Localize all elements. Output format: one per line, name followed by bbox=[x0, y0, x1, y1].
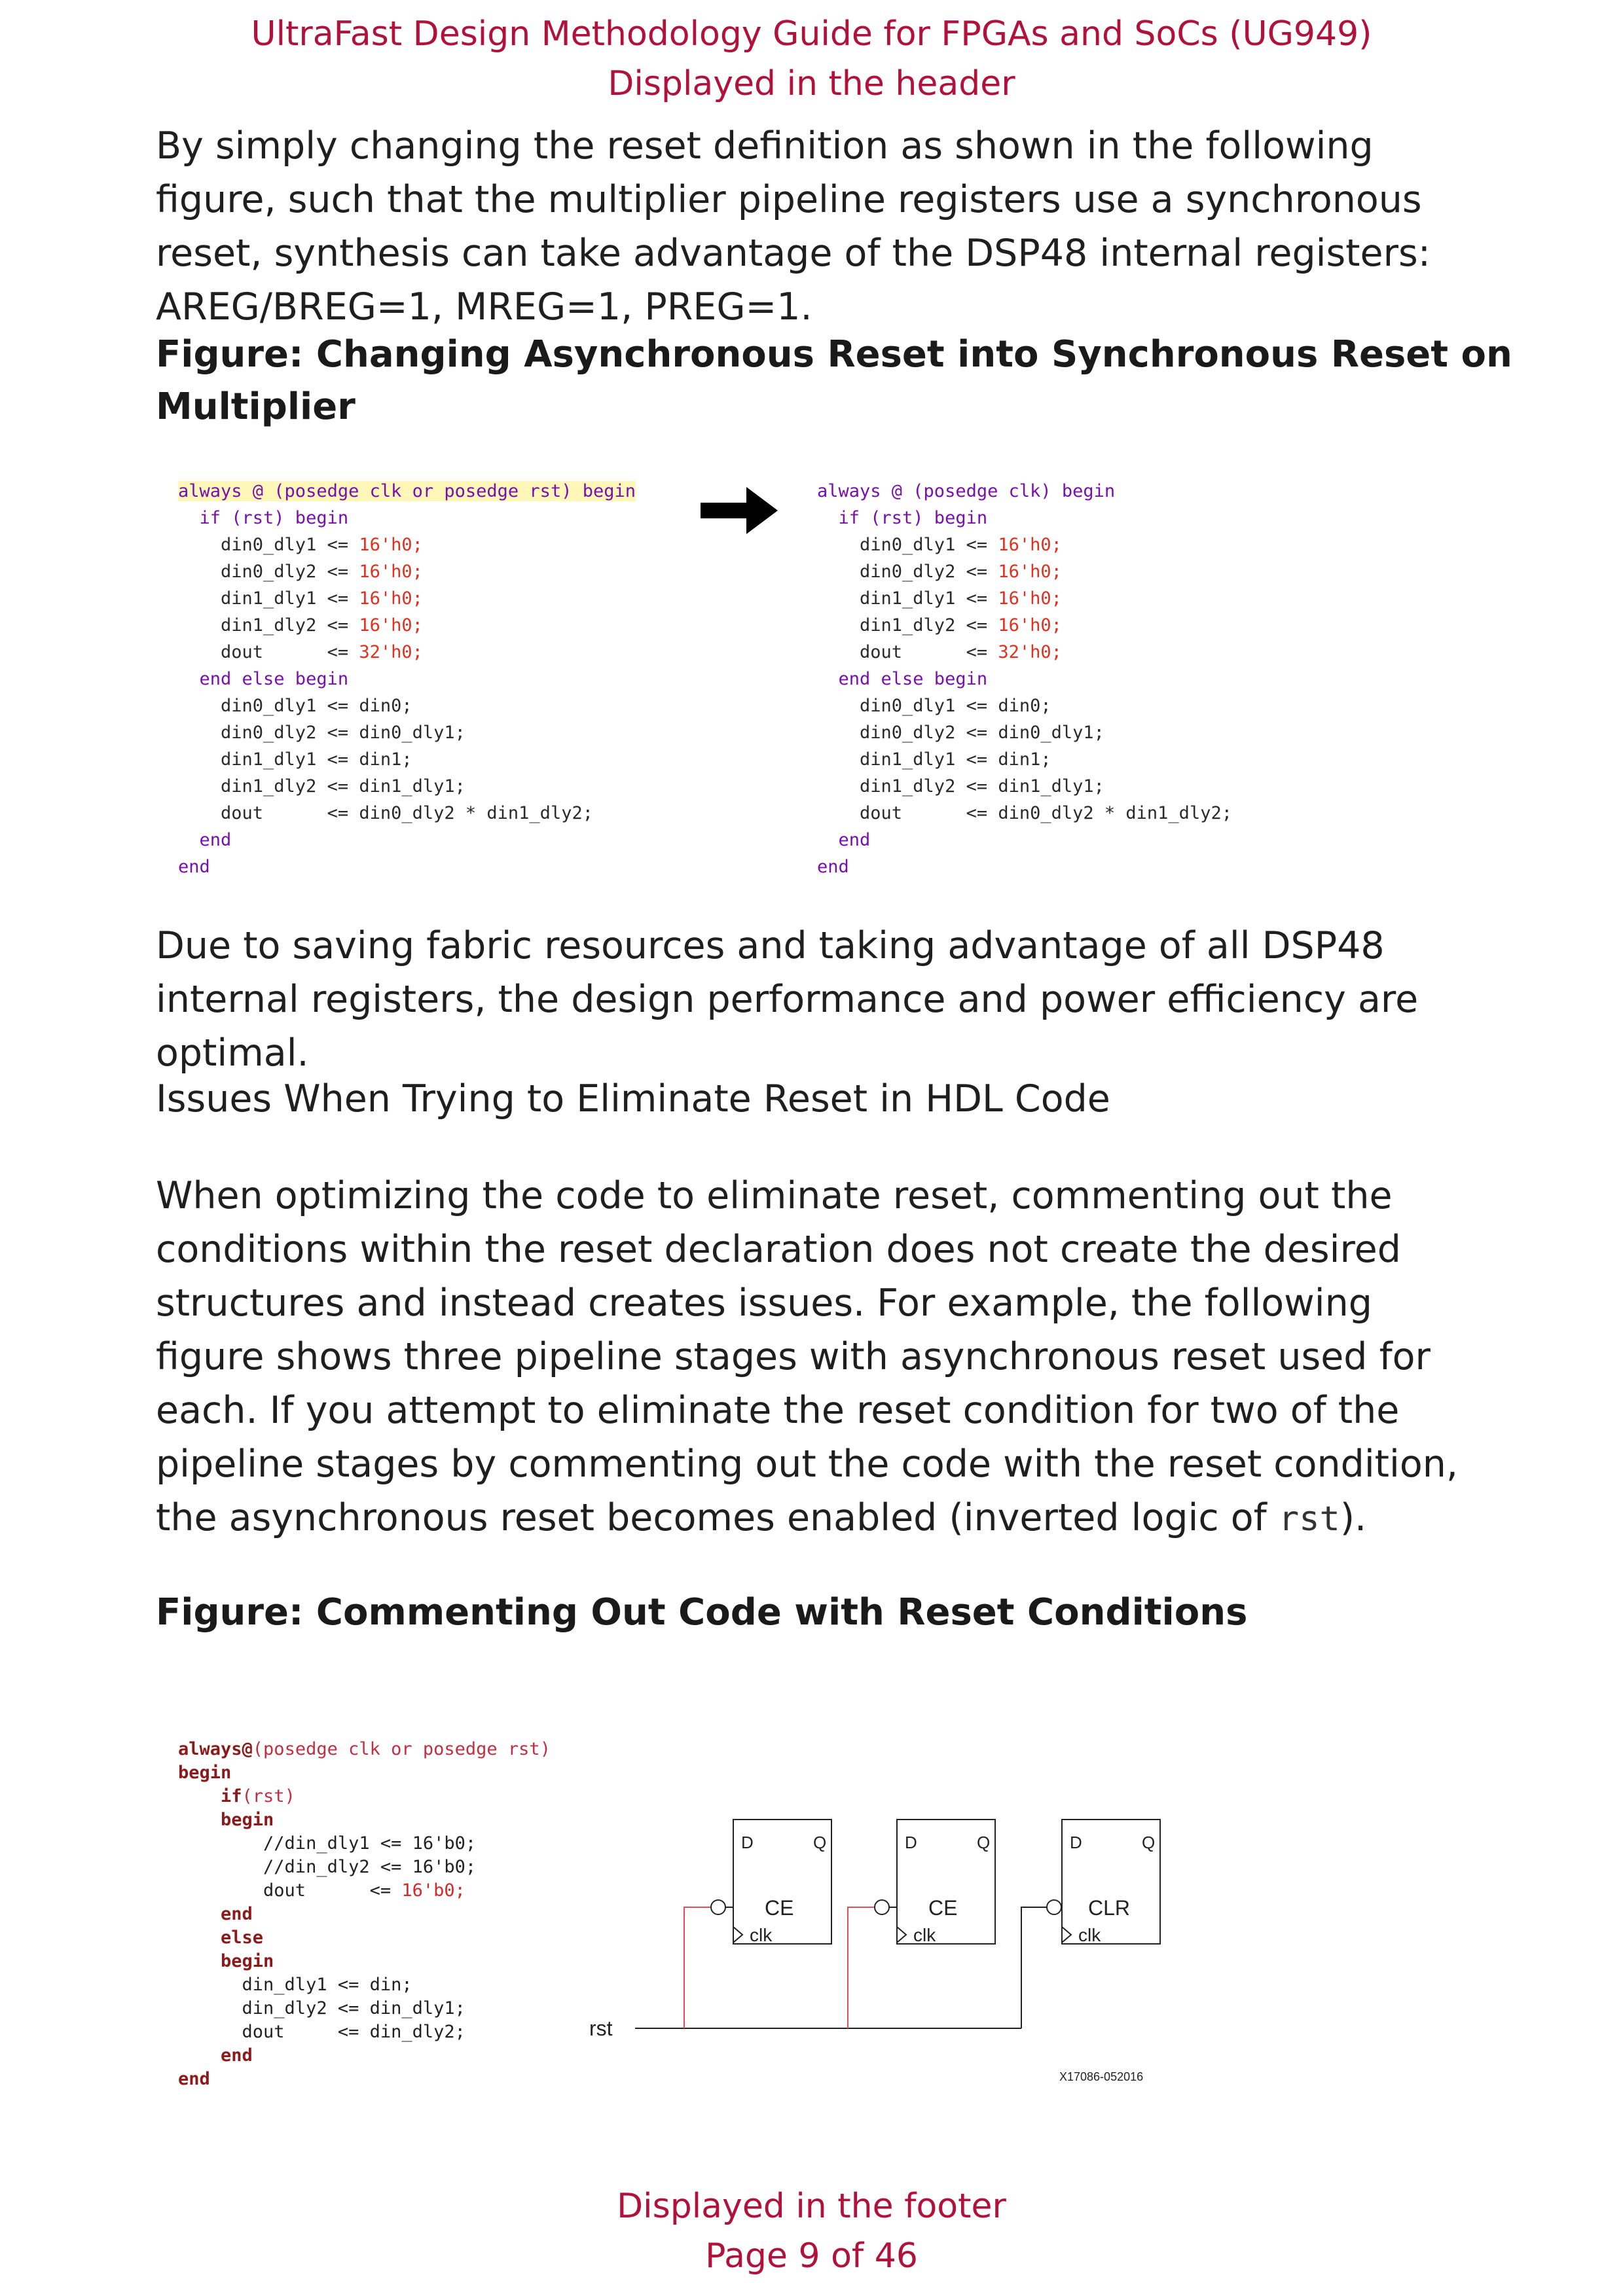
figure1-title: Figure: Changing Asynchronous Reset into… bbox=[156, 333, 1512, 428]
left-sensitivity-line: always @ (posedge clk or posedge rst) be… bbox=[178, 481, 636, 501]
right-end-inner: end bbox=[817, 830, 871, 850]
subheading-eliminate-reset: Issues When Trying to Eliminate Reset in… bbox=[156, 1077, 1110, 1121]
left-reset-value: 16'h0; bbox=[359, 588, 423, 609]
right-reset-name: din1_dly2 <= bbox=[817, 615, 998, 636]
code2-line: dout <= bbox=[178, 1880, 402, 1901]
code2-line: dout <= din_dly2; bbox=[178, 2022, 465, 2042]
right-end-outer: end bbox=[817, 857, 849, 877]
code2-if: if bbox=[178, 1786, 242, 1806]
code2-line: din_dly2 <= din_dly1; bbox=[178, 1998, 465, 2018]
page-footer: Displayed in the footer Page 9 of 46 bbox=[0, 2181, 1623, 2281]
left-body-line: dout <= din0_dly2 * din1_dly2; bbox=[178, 803, 593, 823]
right-if-line: if (rst) begin bbox=[817, 508, 988, 528]
code2-line: end bbox=[178, 2045, 253, 2066]
ff1-ce: CE bbox=[765, 1896, 793, 1920]
footer-note: Displayed in the footer bbox=[617, 2187, 1006, 2226]
ff1-q: Q bbox=[813, 1833, 826, 1852]
code2-line: end bbox=[178, 2069, 210, 2089]
ff2-ce: CE bbox=[928, 1896, 957, 1920]
code2-sensitivity: (posedge clk or posedge rst) bbox=[252, 1739, 551, 1759]
page-number: Page 9 of 46 bbox=[705, 2236, 918, 2276]
code2-line: end bbox=[178, 1904, 253, 1924]
right-reset-value: 16'h0; bbox=[998, 562, 1062, 582]
ff1-clk: clk bbox=[750, 1925, 773, 1945]
right-reset-name: din0_dly1 <= bbox=[817, 535, 998, 555]
page-header: UltraFast Design Methodology Guide for F… bbox=[0, 9, 1623, 109]
left-reset-name: din0_dly1 <= bbox=[178, 535, 359, 555]
left-reset-name: din0_dly2 <= bbox=[178, 562, 359, 582]
figure2-title: Figure: Commenting Out Code with Reset C… bbox=[156, 1591, 1248, 1634]
right-else-line: end else begin bbox=[817, 669, 988, 689]
left-reset-value: 16'h0; bbox=[359, 535, 423, 555]
left-reset-name: din1_dly2 <= bbox=[178, 615, 359, 636]
inline-code-rst: rst bbox=[1278, 1499, 1340, 1539]
code2-line: begin bbox=[178, 1810, 274, 1830]
right-reset-name: din0_dly2 <= bbox=[817, 562, 998, 582]
right-body-line: din0_dly1 <= din0; bbox=[817, 696, 1051, 716]
right-body-line: din0_dly2 <= din0_dly1; bbox=[817, 723, 1104, 743]
code2-comment-line: //din_dly1 <= 16'b0; bbox=[178, 1833, 477, 1854]
code2-value: 16'b0; bbox=[401, 1880, 465, 1901]
code2-line: else bbox=[178, 1928, 264, 1948]
flip-flop-3 bbox=[1061, 1819, 1161, 1945]
right-reset-name: dout <= bbox=[817, 642, 998, 662]
flip-flop-2 bbox=[896, 1819, 996, 1945]
figure2-code: always@(posedge clk or posedge rst) begi… bbox=[178, 1738, 551, 2091]
ff3-q: Q bbox=[1142, 1833, 1155, 1852]
left-reset-name: din1_dly1 <= bbox=[178, 588, 359, 609]
flip-flop-1 bbox=[733, 1819, 832, 1945]
right-reset-value: 16'h0; bbox=[998, 535, 1062, 555]
right-reset-name: din1_dly1 <= bbox=[817, 588, 998, 609]
left-reset-name: dout <= bbox=[178, 642, 359, 662]
figure1-right-code: always @ (posedge clk) begin if (rst) be… bbox=[817, 478, 1232, 880]
left-else-line: end else begin bbox=[178, 669, 349, 689]
right-body-line: din1_dly2 <= din1_dly1; bbox=[817, 776, 1104, 797]
header-title: UltraFast Design Methodology Guide for F… bbox=[251, 14, 1372, 54]
paragraph-tail: ). bbox=[1340, 1496, 1367, 1539]
left-if-line: if (rst) begin bbox=[178, 508, 349, 528]
left-body-line: din0_dly2 <= din0_dly1; bbox=[178, 723, 465, 743]
code2-if-cond: (rst) bbox=[242, 1786, 295, 1806]
left-reset-value: 16'h0; bbox=[359, 615, 423, 636]
right-arrow-icon bbox=[701, 487, 778, 534]
ff2-q: Q bbox=[977, 1833, 990, 1852]
code2-always: always@ bbox=[178, 1739, 253, 1759]
right-reset-value: 16'h0; bbox=[998, 588, 1062, 609]
figure1-left-code: always @ (posedge clk or posedge rst) be… bbox=[178, 478, 636, 880]
paragraph-eliminate-reset: When optimizing the code to eliminate re… bbox=[156, 1169, 1491, 1546]
rst-label: rst bbox=[589, 2017, 613, 2040]
header-note: Displayed in the header bbox=[608, 64, 1015, 103]
ff2-d: D bbox=[905, 1833, 917, 1852]
code2-line: begin bbox=[178, 1763, 232, 1783]
left-body-line: din1_dly1 <= din1; bbox=[178, 749, 412, 770]
left-reset-value: 16'h0; bbox=[359, 562, 423, 582]
right-reset-value: 16'h0; bbox=[998, 615, 1062, 636]
paragraph-fabric-resources: Due to saving fabric resources and takin… bbox=[156, 924, 1419, 1075]
left-end-inner: end bbox=[178, 830, 232, 850]
code2-comment-line: //din_dly2 <= 16'b0; bbox=[178, 1857, 477, 1877]
right-sensitivity-line: always @ (posedge clk) begin bbox=[817, 481, 1116, 501]
pipeline-schematic: rst D Q CE clk D Q CE clk D Q CLR clk bbox=[589, 1819, 1161, 2040]
paragraph-eliminate-reset-text: When optimizing the code to eliminate re… bbox=[156, 1174, 1458, 1539]
left-body-line: din1_dly2 <= din1_dly1; bbox=[178, 776, 465, 797]
left-end-outer: end bbox=[178, 857, 210, 877]
left-reset-value: 32'h0; bbox=[359, 642, 423, 662]
ff2-clk: clk bbox=[913, 1925, 936, 1945]
ff3-clk: clk bbox=[1078, 1925, 1101, 1945]
paragraph-reset-definition: By simply changing the reset definition … bbox=[156, 124, 1431, 329]
right-body-line: din1_dly1 <= din1; bbox=[817, 749, 1051, 770]
left-body-line: din0_dly1 <= din0; bbox=[178, 696, 412, 716]
right-body-line: dout <= din0_dly2 * din1_dly2; bbox=[817, 803, 1232, 823]
code2-line: din_dly1 <= din; bbox=[178, 1975, 412, 1995]
figure-id: X17086-052016 bbox=[1059, 2070, 1144, 2083]
ff3-clr: CLR bbox=[1088, 1896, 1130, 1920]
ff1-d: D bbox=[741, 1833, 754, 1852]
ff3-d: D bbox=[1070, 1833, 1082, 1852]
code2-line: begin bbox=[178, 1951, 274, 1971]
right-reset-value: 32'h0; bbox=[998, 642, 1062, 662]
